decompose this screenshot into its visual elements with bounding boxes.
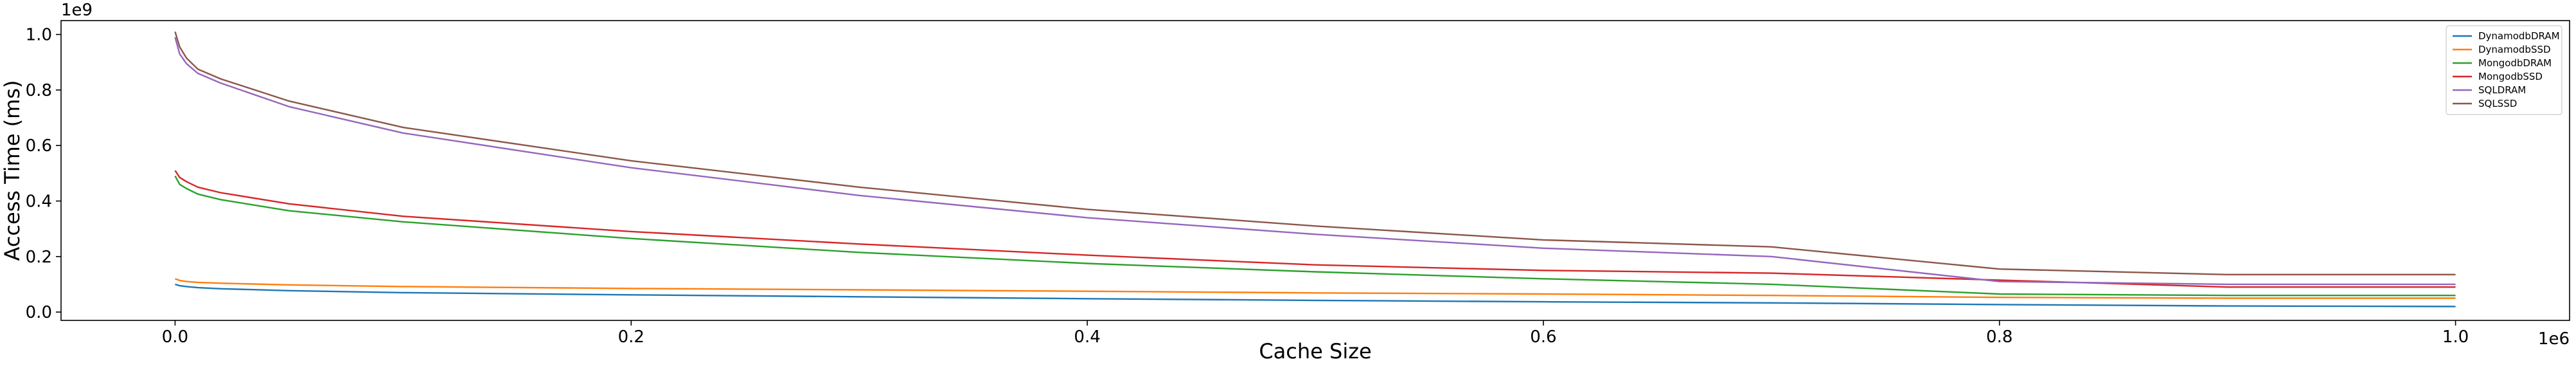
y-tick-label: 0.4 [26,192,52,211]
y-axis-label: Access Time (ms) [0,80,24,261]
y-tick-label: 0.6 [26,136,52,156]
series-line-mongodbssd [174,170,2456,288]
x-tick-label: 0.2 [618,327,644,347]
x-tick-label: 0.4 [1074,327,1100,347]
x-axis-ticks: 0.0 0.2 0.4 0.6 0.8 1.0 [162,320,2469,347]
legend-label: MongodbSSD [2478,71,2543,82]
legend-label: MongodbDRAM [2478,57,2552,69]
legend-label: DynamodbSSD [2478,44,2551,55]
x-tick-label: 0.8 [1986,327,2012,347]
x-tick-label: 0.0 [162,327,188,347]
series-line-sqldram [174,37,2456,286]
y-axis-offset-label: 1e9 [61,1,93,20]
series-line-sqlssd [174,31,2456,275]
x-tick-label: 1.0 [2442,327,2469,347]
y-tick-label: 1.0 [26,26,52,45]
series-line-dynamodbssd [175,278,2456,299]
y-tick-label: 0.0 [26,303,52,322]
legend: DynamodbDRAM DynamodbSSD MongodbDRAM Mongod… [2446,25,2563,115]
x-axis-label: Cache Size [1259,339,1371,363]
x-axis-offset-label: 1e6 [2538,329,2570,349]
y-tick-label: 0.8 [26,81,52,100]
legend-label: DynamodbDRAM [2478,30,2560,42]
y-axis-ticks: 0.0 0.2 0.4 0.6 0.8 1.0 [26,26,61,322]
legend-label: SQLSSD [2478,98,2517,109]
x-tick-label: 0.6 [1530,327,1556,347]
legend-box [2446,25,2563,115]
series-line-dynamodbdram [175,283,2456,308]
plot-frame [60,20,2570,321]
legend-label: SQLDRAM [2478,84,2526,96]
series-layer [174,31,2456,308]
series-line-mongodbdram [174,176,2456,297]
y-tick-label: 0.2 [26,248,52,267]
